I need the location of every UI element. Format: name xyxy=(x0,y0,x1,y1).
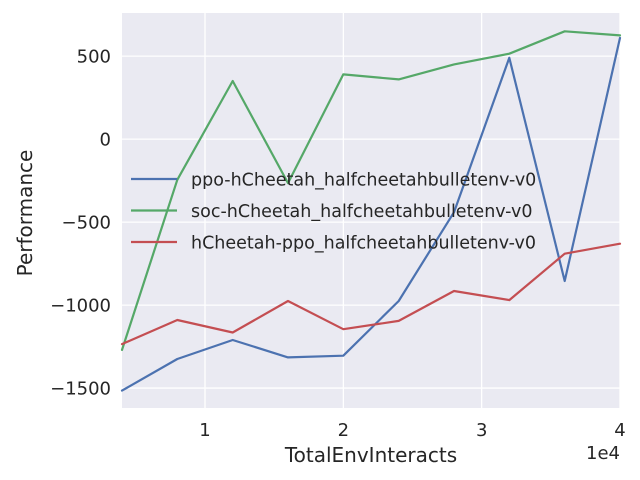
y-axis-label: Performance xyxy=(13,150,37,277)
y-tick-label: 500 xyxy=(77,47,111,68)
legend-label: soc-hCheetah_halfcheetahbulletenv-v0 xyxy=(191,202,533,222)
x-tick-label: 2 xyxy=(338,420,349,441)
y-tick-label: 0 xyxy=(100,130,111,151)
x-tick-label: 4 xyxy=(614,420,625,441)
series-lines xyxy=(120,30,622,392)
tick-labels: 1 2 3 4 −1500 −1000 −500 0 500 xyxy=(50,47,626,441)
y-tick-label: −1500 xyxy=(50,379,111,400)
legend-label: ppo-hCheetah_halfcheetahbulletenv-v0 xyxy=(191,171,536,191)
x-tick-label: 3 xyxy=(476,420,487,441)
x-offset-label: 1e4 xyxy=(586,443,620,464)
x-tick-label: 1 xyxy=(199,420,210,441)
series-line-1 xyxy=(120,36,622,392)
legend: ppo-hCheetah_halfcheetahbulletenv-v0 soc-… xyxy=(131,171,536,254)
series-line-3 xyxy=(120,242,622,346)
legend-label: hCheetah-ppo_halfcheetahbulletenv-v0 xyxy=(191,234,536,254)
x-axis-label: TotalEnvInteracts xyxy=(284,443,457,467)
series-line-2 xyxy=(120,30,622,351)
grid-lines xyxy=(122,13,621,408)
y-tick-label: −1000 xyxy=(50,296,111,317)
y-tick-label: −500 xyxy=(62,213,111,234)
